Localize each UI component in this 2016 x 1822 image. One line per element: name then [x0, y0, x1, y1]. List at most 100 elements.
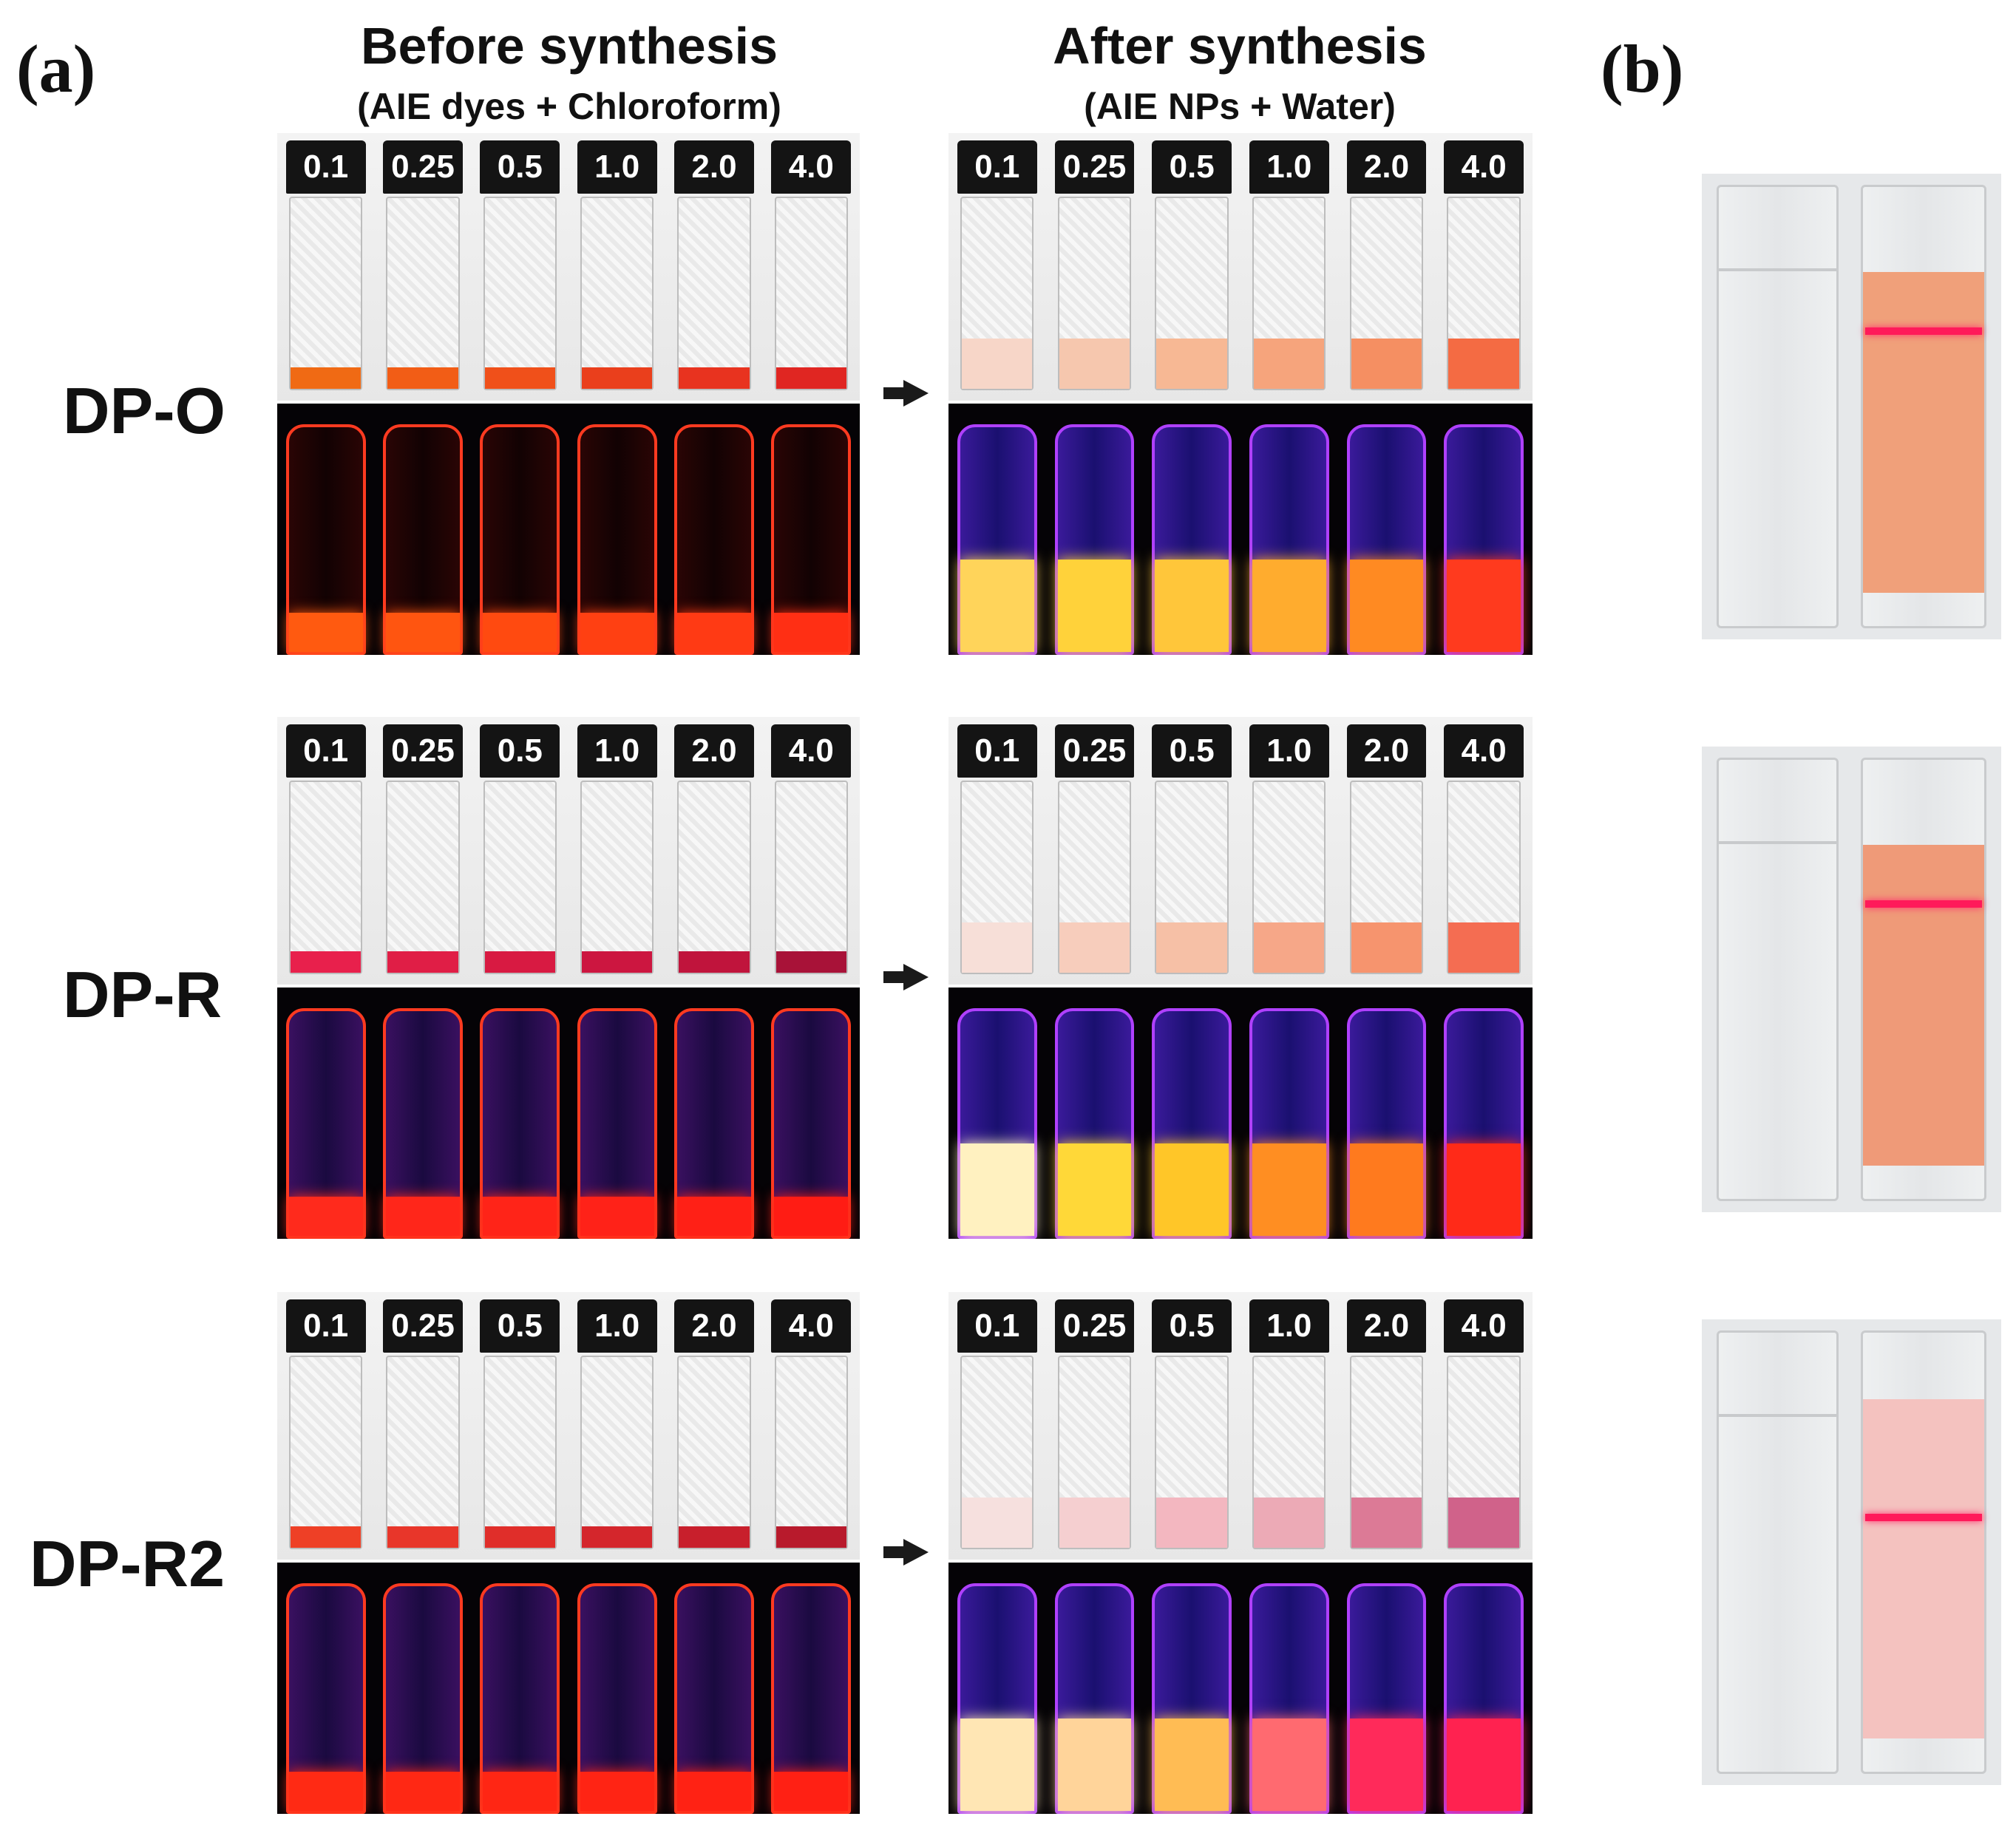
cuvette-liquid [1863, 1399, 1984, 1738]
vial-liquid [679, 367, 750, 389]
cuvette-liquid [1863, 845, 1984, 1166]
uv-vial-glass [480, 1583, 560, 1814]
vial-liquid [1448, 1497, 1519, 1548]
uv-vial [1444, 1583, 1524, 1814]
vial-glass [580, 1356, 654, 1549]
uv-vial-glass [383, 1008, 463, 1239]
uv-vial [771, 1008, 852, 1239]
vial-liquid [1254, 1497, 1325, 1548]
vial: 1.0 [577, 140, 657, 393]
vial-liquid [291, 367, 362, 389]
vial-glass [386, 197, 460, 390]
laser-beam-line [1865, 327, 1982, 335]
vial: 0.5 [480, 724, 560, 977]
uv-vial-liquid [1447, 1719, 1521, 1811]
vial-liquid [962, 922, 1033, 973]
uv-vial [577, 1583, 657, 1814]
uv-vial-glass [1152, 1008, 1232, 1239]
uv-vial [1152, 424, 1232, 655]
uv-vial-liquid [1155, 1719, 1229, 1811]
vial: 1.0 [1249, 724, 1329, 977]
vial: 2.0 [1346, 1299, 1427, 1552]
uv-vial [480, 1583, 560, 1814]
vial-cap-label: 4.0 [771, 140, 852, 194]
vial-glass [677, 1356, 751, 1549]
uv-vial-glass [957, 1583, 1037, 1814]
vial-liquid [1351, 338, 1422, 389]
vial-glass [1057, 197, 1132, 390]
dp-r2-before-uv-photo [277, 1563, 860, 1814]
vial-liquid [1351, 1497, 1422, 1548]
dp-r-before-uv-photo [277, 988, 860, 1239]
vial-glass [677, 197, 751, 390]
vial: 0.5 [1152, 1299, 1232, 1552]
uv-vial [1249, 1583, 1329, 1814]
uv-vial-liquid [1349, 560, 1424, 652]
empty-cuvette [1717, 1330, 1839, 1774]
uv-vial-liquid [580, 1196, 654, 1236]
vial-glass [1057, 781, 1132, 974]
cuvette-photo-3 [1702, 1319, 2001, 1785]
vial-cap-label: 0.5 [1152, 1299, 1232, 1353]
uv-vial-glass [285, 424, 366, 655]
vial-glass [677, 781, 751, 974]
dp-o-after-daylight-photo: 0.1 0.25 0.5 1.0 2.0 4.0 [948, 133, 1533, 401]
after-subtitle: (AIE NPs + Water) [1084, 86, 1396, 127]
vial-liquid [775, 1526, 846, 1548]
vial-cap-label: 4.0 [1444, 1299, 1524, 1353]
uv-vial [1249, 424, 1329, 655]
uv-vial-liquid [774, 1196, 849, 1236]
vial-glass [1252, 781, 1326, 974]
uv-vial [1249, 1008, 1329, 1239]
vial-liquid [484, 367, 555, 389]
uv-vial-liquid [1057, 560, 1132, 652]
vial-liquid [582, 951, 653, 973]
vial-liquid [1448, 338, 1519, 389]
uv-vial-glass [674, 1583, 754, 1814]
vial: 2.0 [1346, 140, 1427, 393]
vial-glass [289, 781, 363, 974]
vial-glass [289, 197, 363, 390]
cuvette-photo-1 [1702, 174, 2001, 639]
laser-beam-line [1865, 900, 1982, 908]
vial: 0.25 [1054, 724, 1135, 977]
vial-cap-label: 0.1 [285, 1299, 366, 1353]
uv-vial-glass [771, 424, 852, 655]
uv-vial-liquid [1252, 560, 1326, 652]
vial-cap-label: 2.0 [1346, 140, 1427, 194]
vial-cap-label: 4.0 [771, 724, 852, 778]
uv-vial [480, 424, 560, 655]
uv-vial-liquid [386, 1196, 460, 1236]
vial-cap-label: 0.1 [285, 140, 366, 194]
vial-glass [483, 197, 557, 390]
vial-liquid [1254, 338, 1325, 389]
vial-glass [774, 781, 848, 974]
vial: 0.25 [383, 140, 463, 393]
vial-glass [1349, 781, 1424, 974]
vial: 0.1 [957, 724, 1037, 977]
vial-cap-label: 0.5 [1152, 140, 1232, 194]
vial: 0.5 [1152, 140, 1232, 393]
vial: 0.25 [383, 724, 463, 977]
uv-vial [674, 424, 754, 655]
uv-vial-glass [577, 424, 657, 655]
vial: 1.0 [577, 724, 657, 977]
uv-vial [771, 424, 852, 655]
uv-vial [674, 1583, 754, 1814]
vial-liquid [387, 951, 458, 973]
vial-cap-label: 1.0 [1249, 724, 1329, 778]
arrow-stem [883, 1546, 906, 1558]
vial-glass [1057, 1356, 1132, 1549]
uv-vial [1346, 424, 1427, 655]
vial-glass [1447, 781, 1521, 974]
vial: 0.25 [1054, 140, 1135, 393]
vial-liquid [962, 338, 1033, 389]
vial-glass [774, 197, 848, 390]
uv-vial-glass [1152, 1583, 1232, 1814]
vial-cap-label: 2.0 [1346, 1299, 1427, 1353]
vial-glass [1447, 197, 1521, 390]
vial-cap-label: 1.0 [1249, 140, 1329, 194]
vial-glass [1252, 197, 1326, 390]
uv-vial-glass [480, 1008, 560, 1239]
uv-vial [1346, 1008, 1427, 1239]
